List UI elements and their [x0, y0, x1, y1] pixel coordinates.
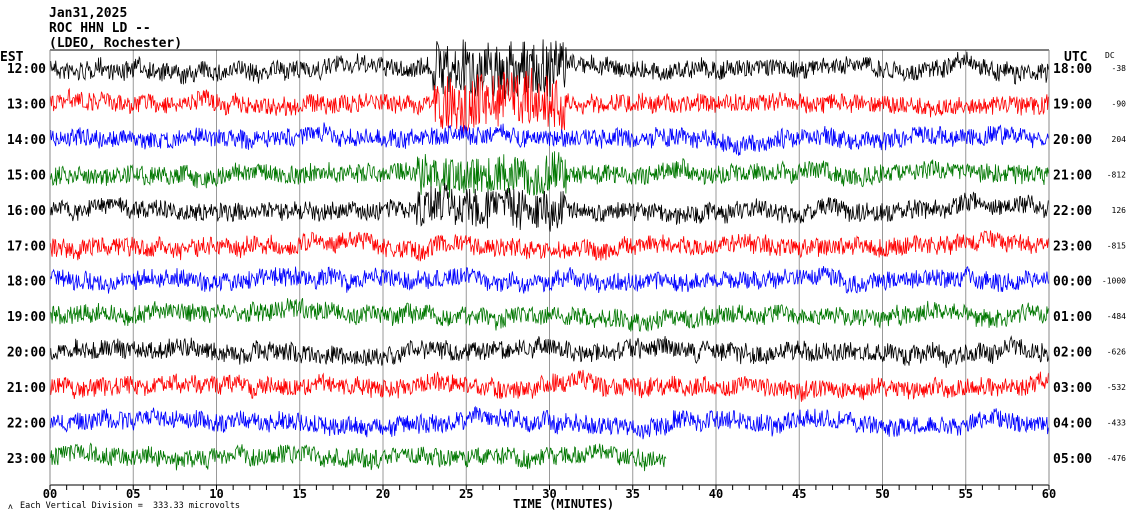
trace-row-1800: [49, 266, 1050, 294]
dc-offset: -1000: [1102, 277, 1126, 286]
trace-row-1200: [49, 39, 1050, 100]
dc-offset: 126: [1112, 206, 1127, 215]
dc-offset: 204: [1112, 135, 1127, 144]
est-row-label: 20:00: [7, 346, 46, 361]
x-tick-label: 50: [875, 487, 889, 501]
row-labels: 12:00 18:00 -38 13:00 19:00 -90 14:00 20:00 204 1…: [7, 62, 1126, 467]
x-tick-label: 45: [792, 487, 806, 501]
est-row-label: 17:00: [7, 239, 46, 254]
est-row-label: 22:00: [7, 417, 46, 432]
dc-offset: -815: [1107, 241, 1126, 250]
utc-row-label: 02:00: [1053, 346, 1092, 361]
dc-offset: -433: [1107, 419, 1126, 428]
est-row-label: 21:00: [7, 381, 46, 396]
dc-offset: -812: [1107, 170, 1126, 179]
x-tick-label: 35: [626, 487, 640, 501]
utc-row-label: 22:00: [1053, 204, 1092, 219]
dc-offset: -484: [1107, 312, 1126, 321]
x-tick-label: 25: [459, 487, 473, 501]
dc-offset: -38: [1112, 64, 1127, 73]
traces: [49, 39, 1050, 472]
x-axis-label: TIME (MINUTES): [513, 497, 614, 511]
trace-row-2100: [49, 369, 1050, 402]
est-row-label: 15:00: [7, 168, 46, 183]
utc-row-label: 04:00: [1053, 417, 1092, 432]
header-date: Jan31,2025: [49, 6, 127, 21]
est-row-label: 16:00: [7, 204, 46, 219]
est-row-label: 12:00: [7, 62, 46, 77]
utc-row-label: 00:00: [1053, 275, 1092, 290]
x-tick-label: 20: [376, 487, 390, 501]
trace-row-1400: [49, 122, 1050, 156]
minute-gridlines: [132, 50, 967, 485]
utc-row-label: 03:00: [1053, 381, 1092, 396]
trace-row-2300: [49, 442, 667, 472]
trace-row-1700: [49, 230, 1050, 262]
utc-row-label: 20:00: [1053, 133, 1092, 148]
dc-header: DC: [1105, 51, 1115, 60]
x-axis: 00 05 10 15 20 25 30 35 40 45 50 55 60: [43, 485, 1056, 501]
x-tick-label: 30: [542, 487, 556, 501]
trace-row-2000: [49, 335, 1050, 368]
scale-icon: ʌ: [8, 502, 13, 511]
dc-offset: -626: [1107, 348, 1126, 357]
x-tick-label: 40: [709, 487, 723, 501]
utc-label: UTC: [1064, 50, 1087, 65]
x-tick-label: 10: [209, 487, 223, 501]
dc-offset: -532: [1107, 383, 1126, 392]
trace-row-1600: [49, 182, 1050, 232]
header-network: (LDEO, Rochester): [49, 36, 182, 51]
x-tick-label: 55: [959, 487, 973, 501]
trace-row-2200: [49, 405, 1050, 440]
est-row-label: 18:00: [7, 275, 46, 290]
est-row-label: 23:00: [7, 452, 46, 467]
trace-row-1900: [49, 298, 1050, 332]
x-tick-label: 00: [43, 487, 57, 501]
x-tick-label: 60: [1042, 487, 1056, 501]
trace-row-1500: [49, 151, 1050, 198]
utc-row-label: 21:00: [1053, 168, 1092, 183]
x-tick-label: 15: [293, 487, 307, 501]
trace-row-1300: [49, 67, 1050, 134]
est-row-label: 13:00: [7, 97, 46, 112]
x-tick-label: 05: [126, 487, 140, 501]
utc-row-label: 01:00: [1053, 310, 1092, 325]
header-station: ROC HHN LD --: [49, 21, 151, 36]
est-row-label: 14:00: [7, 133, 46, 148]
utc-row-label: 05:00: [1053, 452, 1092, 467]
dc-offset: -90: [1112, 99, 1127, 108]
est-label: EST: [0, 50, 24, 65]
est-row-label: 19:00: [7, 310, 46, 325]
scale-note: Each Vertical Division = 333.33 microvol…: [20, 501, 240, 511]
utc-row-label: 23:00: [1053, 239, 1092, 254]
dc-offset: -476: [1107, 454, 1126, 463]
utc-row-label: 18:00: [1053, 62, 1092, 77]
utc-row-label: 19:00: [1053, 97, 1092, 112]
